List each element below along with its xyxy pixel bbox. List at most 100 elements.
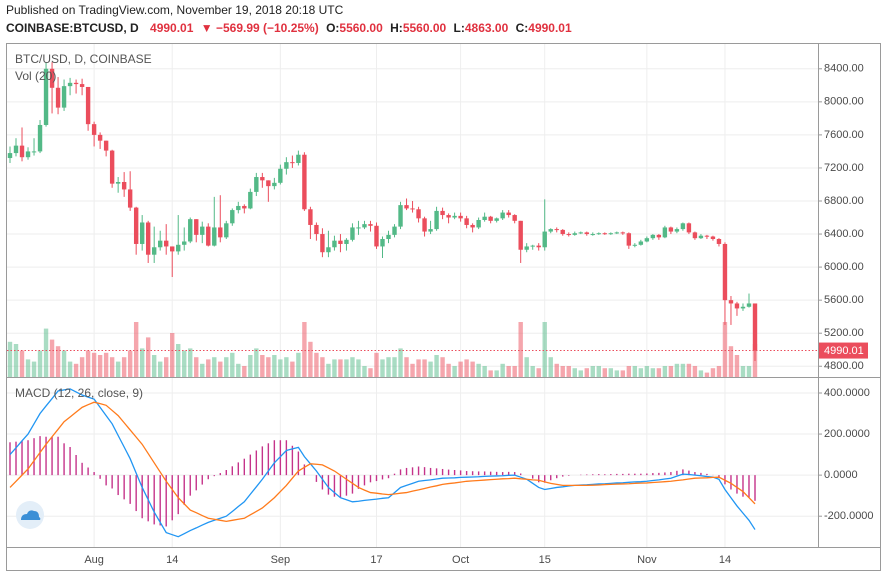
candle-body <box>608 233 614 235</box>
volume-bar <box>536 368 541 377</box>
candle-body <box>139 222 145 244</box>
volume-bar <box>530 366 535 377</box>
volume-bar <box>590 366 595 377</box>
volume-bar <box>242 366 247 377</box>
volume-bar <box>602 368 607 377</box>
candle-body <box>740 306 746 309</box>
candle-body <box>434 210 439 230</box>
candle-body <box>236 205 241 211</box>
candle-body <box>230 210 235 224</box>
candle-body <box>176 244 181 252</box>
volume-legend: Vol (20) <box>15 69 56 83</box>
x-tick-label: 14 <box>719 554 731 566</box>
volume-bar <box>698 370 704 377</box>
volume-bar <box>380 359 385 377</box>
volume-bar <box>506 366 511 377</box>
volume-bar <box>674 363 680 377</box>
candle-body <box>218 227 223 238</box>
candle-body <box>614 232 620 234</box>
x-tick-label: 14 <box>166 554 178 566</box>
x-tick-label: Oct <box>452 554 469 566</box>
candle-body <box>734 303 740 309</box>
volume-bar <box>151 355 157 377</box>
ohlc-label: O: <box>326 21 339 35</box>
candle-body <box>722 243 728 301</box>
volume-bar <box>338 359 343 377</box>
candle-body <box>428 229 433 232</box>
candle-body <box>115 181 121 184</box>
logo-cloud <box>21 510 41 520</box>
candle-body <box>368 224 373 226</box>
candle-body <box>728 300 734 304</box>
volume-bar <box>176 344 181 377</box>
candle-body <box>362 224 367 228</box>
candle-body <box>91 124 97 135</box>
volume-bar <box>278 359 283 377</box>
candle-body <box>698 235 704 239</box>
candle-body <box>692 232 698 239</box>
x-tick-label: Nov <box>637 554 657 566</box>
candle-body <box>79 84 85 87</box>
candle-body <box>103 140 109 151</box>
volume-bar <box>55 346 61 377</box>
y-tick-label: 6800.00 <box>824 195 864 207</box>
candle-body <box>121 181 127 190</box>
volume-bar <box>452 366 457 377</box>
volume-bar <box>206 359 211 377</box>
volume-bar <box>133 322 139 377</box>
volume-bar <box>614 370 620 377</box>
candle-body <box>488 216 493 221</box>
candle-body <box>476 220 481 228</box>
candle-body <box>85 86 91 125</box>
volume-bar <box>115 361 121 377</box>
x-tick-label: 17 <box>370 554 382 566</box>
volume-bar <box>644 366 650 377</box>
candle-body <box>356 227 361 229</box>
candle-body <box>188 219 193 242</box>
candle-body <box>73 82 79 85</box>
series-legend: BTC/USD, D, COINBASE <box>15 52 152 66</box>
y-tick-label: 4800.00 <box>824 360 864 372</box>
x-tick-label: Aug <box>84 554 104 566</box>
candle-body <box>584 232 589 235</box>
candle-body <box>638 241 644 245</box>
volume-bar <box>548 357 553 377</box>
candle-body <box>458 215 463 219</box>
candle-body <box>410 208 415 210</box>
volume-bar <box>626 366 632 377</box>
candle-body <box>560 229 565 235</box>
volume-bar <box>650 368 656 377</box>
candle-body <box>566 234 571 236</box>
volume-bar <box>254 348 259 377</box>
volume-bar <box>164 357 169 377</box>
volume-bar <box>710 368 716 377</box>
volume-bar <box>320 357 325 377</box>
volume-bar <box>686 363 692 377</box>
candle-body <box>506 212 511 216</box>
volume-bar <box>73 363 79 377</box>
candle-body <box>710 236 716 240</box>
volume-bar <box>464 359 469 377</box>
candle-body <box>650 234 656 239</box>
y-tick-label: -200.0000 <box>824 510 874 522</box>
ohlc-value: 4990.01 <box>528 21 572 35</box>
volume-bar <box>446 363 451 377</box>
volume-bar <box>428 361 433 377</box>
y-tick-label: 6400.00 <box>824 228 864 240</box>
volume-bar <box>91 352 97 377</box>
volume-bar <box>410 363 415 377</box>
candle-body <box>332 240 337 248</box>
candle-body <box>404 205 409 209</box>
last-price: 4990.01 <box>150 21 194 35</box>
y-tick-label: 7600.00 <box>824 129 864 141</box>
volume-bar <box>145 337 151 377</box>
candle-body <box>572 233 577 235</box>
volume-bar <box>158 361 163 377</box>
volume-bar <box>85 350 91 377</box>
y-tick-label: 5200.00 <box>824 327 864 339</box>
volume-bar <box>25 359 31 377</box>
volume-bar <box>470 361 475 377</box>
volume-bar <box>308 341 313 377</box>
ohlc-value: 5560.00 <box>339 21 383 35</box>
volume-bar <box>61 350 67 377</box>
